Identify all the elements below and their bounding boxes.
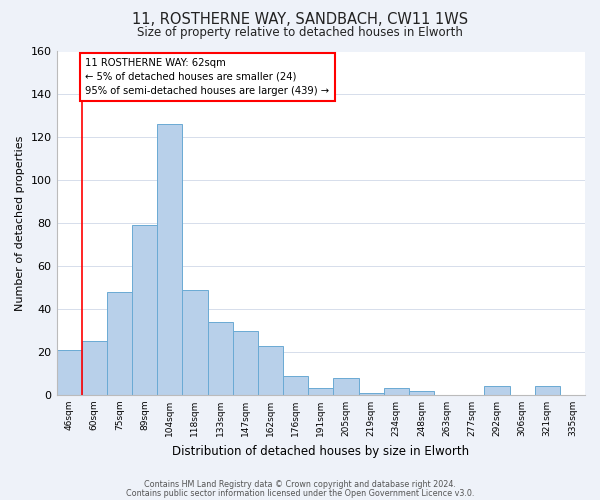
Bar xyxy=(233,330,258,395)
Bar xyxy=(182,290,208,395)
Bar xyxy=(132,226,157,395)
Bar xyxy=(157,124,182,395)
Text: 11, ROSTHERNE WAY, SANDBACH, CW11 1WS: 11, ROSTHERNE WAY, SANDBACH, CW11 1WS xyxy=(132,12,468,28)
Bar xyxy=(208,322,233,395)
Bar xyxy=(56,350,82,395)
Bar xyxy=(258,346,283,395)
Bar xyxy=(334,378,359,395)
Bar xyxy=(107,292,132,395)
X-axis label: Distribution of detached houses by size in Elworth: Distribution of detached houses by size … xyxy=(172,444,469,458)
Text: Size of property relative to detached houses in Elworth: Size of property relative to detached ho… xyxy=(137,26,463,39)
Bar xyxy=(359,393,383,395)
Bar xyxy=(535,386,560,395)
Y-axis label: Number of detached properties: Number of detached properties xyxy=(15,136,25,311)
Bar xyxy=(308,388,334,395)
Text: Contains public sector information licensed under the Open Government Licence v3: Contains public sector information licen… xyxy=(126,489,474,498)
Text: Contains HM Land Registry data © Crown copyright and database right 2024.: Contains HM Land Registry data © Crown c… xyxy=(144,480,456,489)
Bar xyxy=(283,376,308,395)
Bar xyxy=(409,390,434,395)
Text: 11 ROSTHERNE WAY: 62sqm
← 5% of detached houses are smaller (24)
95% of semi-det: 11 ROSTHERNE WAY: 62sqm ← 5% of detached… xyxy=(85,58,329,96)
Bar xyxy=(82,342,107,395)
Bar xyxy=(484,386,509,395)
Bar xyxy=(383,388,409,395)
